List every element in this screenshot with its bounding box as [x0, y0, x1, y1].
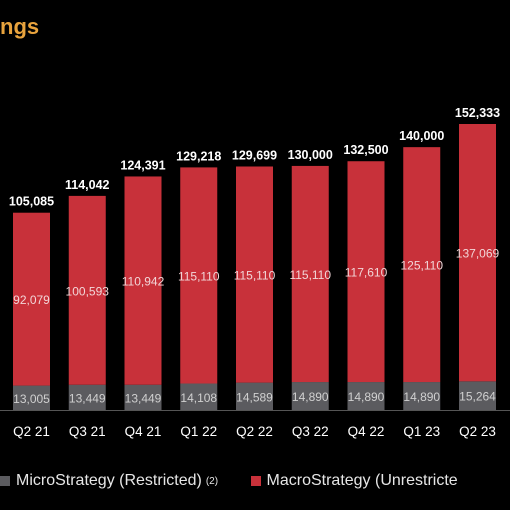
x-tick-label: Q4 21	[125, 424, 162, 439]
x-tick-label: Q1 23	[403, 424, 440, 439]
data-label-total: 129,699	[232, 148, 277, 162]
stacked-bar-chart: 13,005 92,079 105,085 Q2 21 13,449 100,593 114…	[0, 106, 510, 439]
bar-segment-unrestricted	[124, 176, 162, 385]
data-label-total: 152,333	[455, 106, 500, 120]
bar-segment-unrestricted	[403, 147, 441, 383]
bar-segment-unrestricted	[236, 166, 273, 383]
legend-item-restricted: MicroStrategy (Restricted) (2)	[0, 472, 218, 490]
bar-segment-restricted	[124, 384, 162, 410]
data-label-unrestricted: 115,110	[234, 269, 276, 283]
data-label-restricted: 14,890	[403, 390, 440, 404]
bar-segment-restricted	[13, 385, 50, 410]
bar-segment-restricted	[68, 384, 106, 410]
legend-footnote-marker: (2)	[205, 475, 219, 487]
data-label-total: 140,000	[399, 129, 444, 143]
data-label-unrestricted: 100,593	[66, 284, 110, 298]
x-tick-label: Q1 22	[180, 424, 217, 439]
data-label-unrestricted: 137,069	[456, 247, 500, 261]
legend-swatch-restricted	[0, 476, 10, 486]
data-label-unrestricted: 117,610	[345, 266, 388, 280]
chart-title: ngs	[0, 14, 40, 39]
bar-segment-unrestricted	[347, 161, 385, 383]
x-tick-label: Q2 23	[459, 424, 496, 439]
x-tick-label: Q2 21	[13, 424, 50, 439]
data-label-restricted: 15,264	[459, 390, 496, 404]
data-label-total: 129,218	[176, 149, 221, 163]
chart-legend: MicroStrategy (Restricted) (2) MacroStra…	[0, 472, 510, 491]
data-label-restricted: 13,449	[69, 391, 106, 405]
legend-swatch-unrestricted	[250, 476, 261, 486]
bar-segment-restricted	[236, 382, 273, 410]
bar-segment-unrestricted	[68, 195, 106, 385]
data-label-total: 132,500	[343, 143, 388, 157]
data-label-restricted: 14,108	[180, 391, 217, 405]
data-label-total: 105,085	[9, 195, 54, 209]
x-tick-label: Q3 21	[69, 424, 106, 439]
legend-label-unrestricted: MacroStrategy (Unrestricte	[266, 472, 458, 489]
bar-segment-restricted	[347, 382, 385, 410]
x-tick-label: Q2 22	[236, 424, 273, 439]
data-label-unrestricted: 125,110	[401, 259, 444, 273]
bar-segment-restricted	[459, 381, 496, 410]
bar-segment-unrestricted	[291, 165, 329, 383]
data-label-total: 130,000	[288, 148, 333, 162]
legend-label-restricted: MicroStrategy (Restricted)	[16, 472, 202, 489]
data-label-restricted: 14,890	[292, 390, 329, 404]
data-label-total: 124,391	[120, 158, 165, 172]
data-label-restricted: 14,890	[348, 390, 385, 404]
x-tick-label: Q4 22	[348, 424, 385, 439]
data-label-total: 114,042	[65, 178, 110, 192]
bar-segment-restricted	[403, 382, 441, 410]
bar-segment-unrestricted	[180, 167, 218, 384]
x-tick-label: Q3 22	[292, 424, 329, 439]
bar-segment-unrestricted	[459, 124, 496, 382]
data-label-unrestricted: 115,110	[289, 268, 331, 282]
bar-segment-restricted	[180, 383, 218, 410]
data-label-unrestricted: 92,079	[13, 293, 50, 307]
data-label-unrestricted: 110,942	[122, 275, 165, 289]
bar-segment-unrestricted	[13, 212, 50, 386]
data-label-unrestricted: 115,110	[178, 269, 220, 283]
data-label-restricted: 13,005	[13, 392, 50, 406]
data-label-restricted: 13,449	[125, 391, 162, 405]
legend-item-unrestricted: MacroStrategy (Unrestricte	[250, 472, 458, 490]
data-label-restricted: 14,589	[236, 390, 273, 404]
bar-segment-restricted	[291, 382, 329, 410]
